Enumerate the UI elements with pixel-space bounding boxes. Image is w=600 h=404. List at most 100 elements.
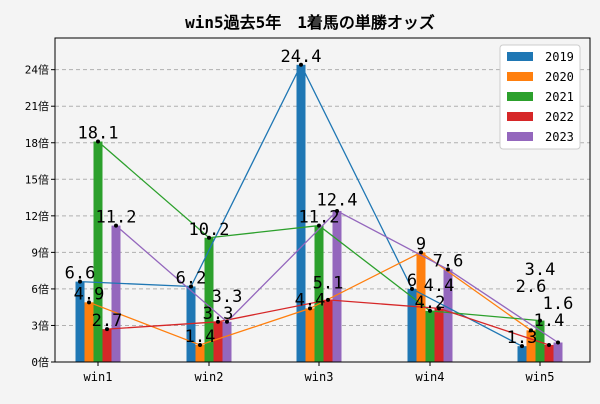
legend-swatch-2023 xyxy=(507,132,533,141)
data-label-2022-win5: 1.4 xyxy=(534,311,565,331)
point-2020-win5 xyxy=(529,328,533,333)
y-tick-label: 21倍 xyxy=(25,99,49,113)
y-tick-label: 3倍 xyxy=(31,318,49,332)
data-label-2022-win3: 5.1 xyxy=(313,273,344,293)
bar-2023-win1 xyxy=(111,225,121,362)
plot-frame xyxy=(54,37,591,363)
point-2019-win1 xyxy=(78,279,82,284)
bar-2023-win2 xyxy=(222,321,232,362)
data-label-2019-win5: 1.3 xyxy=(507,328,538,348)
data-label-2020-win2: 1.4 xyxy=(185,327,216,347)
y-tick-label: 18倍 xyxy=(25,136,49,150)
data-label-2021-win1: 18.1 xyxy=(78,124,119,144)
point-2022-win4 xyxy=(437,306,441,311)
point-2023-win2 xyxy=(225,319,229,324)
data-label-2020-win5: 2.6 xyxy=(516,277,547,297)
y-tick-label: 0倍 xyxy=(31,355,49,369)
x-tick-label: win5 xyxy=(526,370,555,384)
y-tick-label: 12倍 xyxy=(25,209,49,223)
data-label-2019-win2: 6.2 xyxy=(176,268,207,288)
point-2021-win1 xyxy=(96,139,100,144)
y-tick-label: 24倍 xyxy=(25,63,49,77)
data-label-2021-win4: 4.2 xyxy=(415,293,446,313)
data-label-2019-win3: 24.4 xyxy=(281,47,322,67)
point-2021-win4 xyxy=(428,308,432,313)
bar-2022-win5 xyxy=(544,344,554,362)
y-tick-label: 6倍 xyxy=(31,282,49,296)
point-2021-win5 xyxy=(538,318,542,323)
point-2019-win2 xyxy=(189,284,193,289)
bar-2021-win2 xyxy=(204,237,214,362)
bar-2020-win2 xyxy=(195,344,205,362)
data-label-2019-win1: 6.6 xyxy=(65,264,96,284)
bar-2022-win2 xyxy=(213,321,223,362)
point-2021-win3 xyxy=(317,223,321,228)
data-label-2021-win3: 11.2 xyxy=(299,208,340,228)
x-tick-label: win2 xyxy=(195,370,224,384)
point-2020-win1 xyxy=(87,300,91,305)
data-label-2022-win2: 3.3 xyxy=(203,304,234,324)
bar-2021-win3 xyxy=(314,225,324,362)
legend-label-2020: 2020 xyxy=(545,70,574,84)
point-2022-win1 xyxy=(105,327,109,332)
point-2023-win1 xyxy=(114,223,118,228)
legend-label-2021: 2021 xyxy=(545,90,574,104)
bar-2021-win1 xyxy=(93,141,103,362)
y-tick-label: 15倍 xyxy=(25,172,49,186)
legend-label-2022: 2022 xyxy=(545,110,574,124)
point-2020-win4 xyxy=(419,250,423,255)
data-label-2023-win2: 3.3 xyxy=(212,287,243,307)
x-tick-label: win4 xyxy=(416,370,445,384)
bar-2022-win4 xyxy=(434,308,444,362)
point-2023-win5 xyxy=(556,340,560,345)
point-2022-win5 xyxy=(547,342,551,347)
bar-2023-win4 xyxy=(443,269,453,362)
bar-2022-win1 xyxy=(102,329,112,362)
bar-2019-win5 xyxy=(517,346,527,362)
data-label-2022-win1: 2.7 xyxy=(92,311,123,331)
point-2021-win2 xyxy=(207,235,211,240)
point-2020-win3 xyxy=(308,306,312,311)
legend-swatch-2020 xyxy=(507,72,533,81)
bar-2020-win1 xyxy=(84,302,94,362)
legend-swatch-2019 xyxy=(507,52,533,61)
point-2022-win3 xyxy=(326,297,330,302)
bar-2022-win3 xyxy=(323,299,333,362)
data-label-2023-win1: 11.2 xyxy=(96,208,137,228)
bar-2019-win3 xyxy=(296,64,306,362)
legend-label-2019: 2019 xyxy=(545,50,574,64)
data-label-2023-win3: 12.4 xyxy=(317,191,358,211)
data-label-2020-win3: 4.4 xyxy=(295,290,326,310)
data-label-2019-win4: 6 xyxy=(407,271,417,291)
legend-label-2023: 2023 xyxy=(545,130,574,144)
bar-2021-win4 xyxy=(425,310,435,362)
data-label-2023-win4: 7.6 xyxy=(433,251,464,271)
x-tick-label: win3 xyxy=(305,370,334,384)
point-2022-win2 xyxy=(216,319,220,324)
legend-swatch-2022 xyxy=(507,112,533,121)
data-label-2022-win4: 4.4 xyxy=(424,276,455,296)
point-2023-win4 xyxy=(446,267,450,272)
data-label-2021-win2: 10.2 xyxy=(189,220,230,240)
data-label-2020-win1: 4.9 xyxy=(74,284,105,304)
point-2019-win5 xyxy=(520,344,524,349)
y-tick-label: 9倍 xyxy=(31,245,49,259)
point-2019-win4 xyxy=(410,286,414,291)
data-label-2023-win5: 1.6 xyxy=(543,294,574,314)
x-tick-label: win1 xyxy=(84,370,113,384)
bar-2019-win4 xyxy=(407,288,417,362)
bar-2023-win3 xyxy=(332,210,342,362)
legend-box xyxy=(499,44,581,150)
data-label-2021-win5: 3.4 xyxy=(525,260,556,280)
bar-2019-win2 xyxy=(186,286,196,362)
point-2020-win2 xyxy=(198,342,202,347)
bar-2020-win3 xyxy=(305,308,315,362)
legend-swatch-2021 xyxy=(507,92,533,101)
point-2019-win3 xyxy=(299,62,303,67)
data-label-2020-win4: 9 xyxy=(416,234,426,254)
bar-2023-win5 xyxy=(553,342,563,362)
chart-title: win5過去5年 1着馬の単勝オッズ xyxy=(185,13,435,32)
bar-2019-win1 xyxy=(75,281,85,362)
